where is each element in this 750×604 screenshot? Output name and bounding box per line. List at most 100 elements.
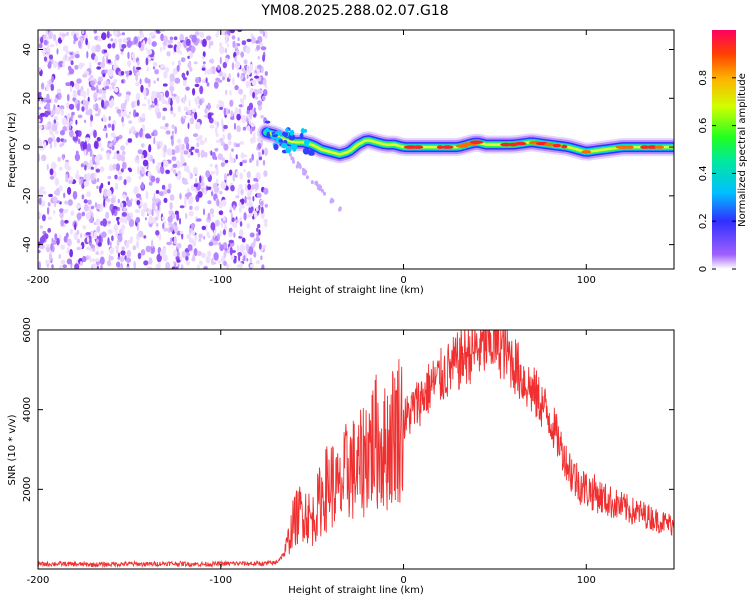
noise-speckle [76, 78, 82, 84]
noise-speckle [85, 37, 88, 46]
noise-speckle [239, 141, 245, 145]
noise-speckle [39, 225, 43, 229]
noise-speckle [187, 55, 190, 60]
noise-speckle [164, 123, 169, 128]
noise-speckle [211, 257, 214, 266]
noise-speckle [142, 103, 147, 107]
noise-speckle [222, 133, 225, 140]
onset-blob [289, 136, 295, 141]
noise-speckle [201, 187, 205, 192]
noise-speckle [176, 259, 181, 263]
noise-speckle [67, 112, 71, 119]
noise-speckle [237, 72, 240, 78]
noise-speckle [100, 264, 103, 269]
noise-speckle [44, 259, 51, 264]
noise-speckle [123, 206, 127, 213]
noise-speckle [91, 258, 96, 263]
noise-speckle [193, 248, 198, 257]
noise-speckle [56, 237, 60, 246]
noise-speckle [248, 213, 254, 217]
noise-speckle [94, 155, 100, 163]
noise-speckle [43, 141, 47, 149]
noise-speckle [241, 237, 246, 243]
noise-speckle [207, 102, 211, 111]
noise-speckle [183, 150, 189, 155]
noise-speckle [200, 149, 205, 158]
noise-speckle [190, 230, 196, 236]
noise-speckle [60, 244, 66, 250]
colorbar: 0 0.2 0.4 0.6 0.8 Normalized spectral amplit… [698, 30, 748, 272]
snr-x-label: Height of straight line (km) [288, 585, 424, 596]
noise-speckle [153, 192, 156, 202]
noise-speckle [246, 64, 249, 73]
noise-speckle [190, 45, 196, 53]
noise-speckle [51, 264, 54, 269]
noise-speckle [203, 266, 207, 269]
noise-speckle [98, 88, 103, 95]
noise-speckle [99, 166, 105, 172]
noise-speckle [198, 233, 203, 239]
noise-speckle [43, 39, 48, 46]
noise-speckle [258, 76, 262, 82]
noise-speckle [221, 157, 225, 162]
noise-speckle [134, 100, 137, 108]
noise-speckle [196, 250, 202, 257]
noise-speckle [139, 30, 142, 35]
noise-speckle [114, 106, 119, 110]
noise-speckle [123, 216, 128, 224]
noise-speckle [185, 260, 190, 266]
noise-speckle [246, 125, 251, 132]
noise-speckle [135, 217, 141, 224]
noise-speckle [179, 217, 181, 225]
noise-speckle [219, 42, 223, 48]
noise-speckle [107, 123, 112, 128]
noise-speckle [239, 262, 243, 269]
noise-speckle [115, 136, 120, 141]
noise-speckle [143, 88, 147, 97]
noise-speckle [129, 127, 135, 134]
noise-speckle [159, 166, 163, 172]
noise-speckle [263, 147, 269, 156]
noise-speckle [60, 259, 66, 265]
noise-speckle [90, 244, 95, 249]
noise-speckle [144, 77, 149, 84]
noise-speckle [234, 85, 239, 91]
noise-speckle [185, 255, 189, 261]
noise-speckle [59, 208, 64, 214]
noise-speckle [128, 120, 133, 124]
noise-speckle [212, 151, 216, 160]
noise-speckle [241, 40, 247, 46]
noise-speckle [176, 45, 181, 54]
noise-speckle [122, 122, 125, 127]
noise-speckle [132, 65, 136, 74]
noise-speckle [159, 141, 164, 147]
noise-speckle [60, 108, 64, 117]
noise-speckle [245, 46, 251, 54]
noise-speckle [248, 79, 251, 88]
noise-speckle [114, 58, 117, 66]
noise-speckle [201, 225, 206, 231]
x-tick-label: -100 [209, 275, 232, 286]
noise-speckle [252, 196, 255, 202]
noise-speckle [246, 171, 251, 179]
signal-core [615, 145, 631, 149]
signal-core [469, 140, 484, 144]
noise-speckle [97, 35, 101, 42]
streak-speckle [310, 180, 314, 185]
noise-speckle [231, 148, 234, 152]
noise-speckle [202, 51, 206, 58]
noise-speckle [231, 62, 235, 70]
noise-speckle [68, 180, 73, 184]
noise-speckle [257, 223, 261, 229]
y-tick-label: 2000 [22, 477, 33, 502]
noise-speckle [243, 212, 247, 221]
noise-speckle [133, 261, 137, 269]
noise-speckle [244, 195, 247, 204]
noise-speckle [111, 97, 114, 106]
noise-speckle [234, 107, 239, 115]
noise-speckle [192, 240, 197, 247]
noise-speckle [258, 242, 262, 250]
spectrogram-marks [38, 30, 674, 269]
noise-speckle [95, 168, 101, 173]
noise-speckle [219, 46, 225, 54]
